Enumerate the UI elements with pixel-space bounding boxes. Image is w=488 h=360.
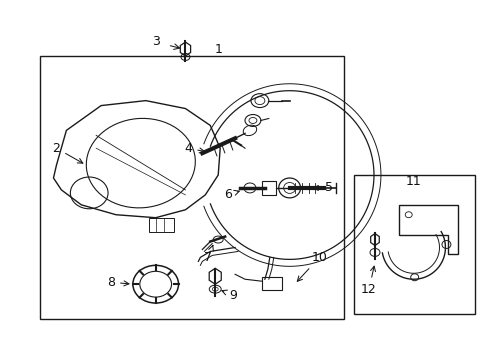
Text: 7: 7 bbox=[204, 245, 213, 264]
Text: 8: 8 bbox=[107, 276, 129, 289]
Text: 9: 9 bbox=[222, 289, 237, 302]
Text: 10: 10 bbox=[297, 251, 326, 281]
Bar bbox=[40, 56, 344, 319]
Bar bbox=[262, 181, 275, 195]
Text: 2: 2 bbox=[52, 142, 82, 163]
Bar bbox=[353, 175, 474, 314]
Text: 4: 4 bbox=[184, 142, 204, 155]
Bar bbox=[148, 218, 173, 231]
Text: 11: 11 bbox=[405, 175, 421, 189]
Text: 3: 3 bbox=[151, 35, 159, 48]
Text: 1: 1 bbox=[214, 42, 222, 55]
Text: 5: 5 bbox=[313, 181, 333, 194]
Bar bbox=[262, 277, 281, 290]
Text: 6: 6 bbox=[224, 188, 239, 201]
Text: 12: 12 bbox=[361, 266, 376, 296]
